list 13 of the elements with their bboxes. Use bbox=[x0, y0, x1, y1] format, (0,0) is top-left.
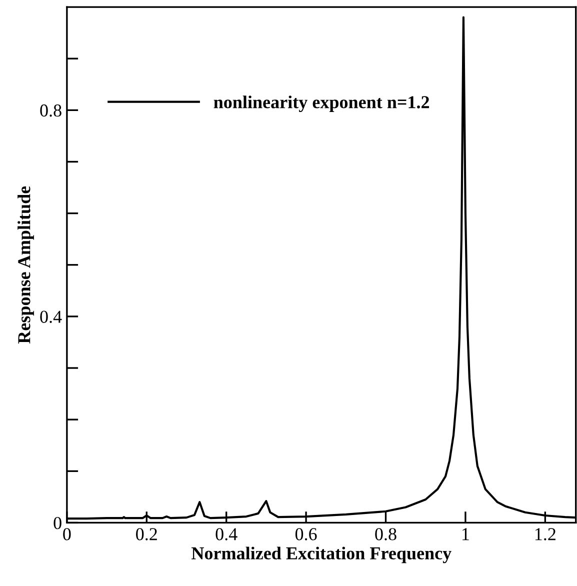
x-axis-title: Normalized Excitation Frequency bbox=[192, 546, 452, 564]
y-axis-title: Response Amplitude bbox=[18, 186, 34, 344]
legend-label: nonlinearity exponent n=1.2 bbox=[214, 96, 430, 112]
x-tick-label: 1.2 bbox=[535, 528, 556, 540]
x-tick-label: 0 bbox=[63, 528, 71, 540]
y-tick-label: 0 bbox=[54, 516, 62, 530]
y-tick-label: 0.4 bbox=[40, 310, 62, 323]
x-tick-label: 0.2 bbox=[136, 528, 157, 540]
y-tick-label: 0.8 bbox=[40, 104, 62, 117]
x-tick-label: 0.8 bbox=[375, 528, 396, 540]
x-tick-label: 1 bbox=[462, 528, 469, 540]
x-tick-label: 0.4 bbox=[216, 528, 238, 540]
x-tick-label: 0.6 bbox=[295, 528, 317, 540]
